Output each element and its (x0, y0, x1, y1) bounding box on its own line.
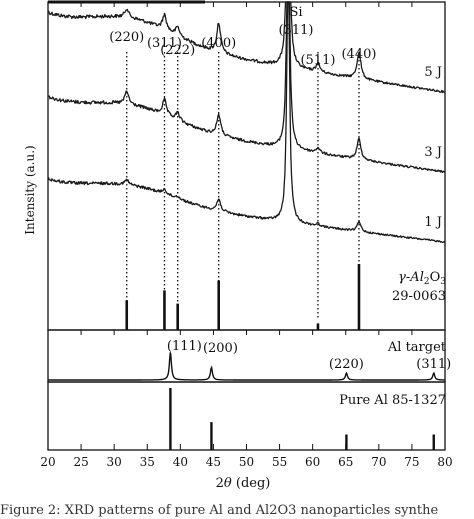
peak-labels: 5 J3 J1 J(220) (311)(222) (400)(511) (440)(… (109, 30, 451, 372)
sample-label: 1 J (424, 215, 442, 230)
si-label-bottom: (311) (279, 23, 314, 38)
x-tick-label: 80 (437, 455, 452, 469)
text-labels: Intensity (a.u.) 2θ (deg) γ-Al2O3 29-006… (23, 5, 447, 491)
x-tick-label: 25 (73, 455, 88, 469)
figure-caption: Figure 2: XRD patterns of pure Al and Al… (0, 503, 439, 518)
main-panel-frame (47, 1, 446, 331)
al-peak-label: (220) (329, 357, 364, 372)
guide-lines (126, 52, 360, 318)
x-tick-label: 40 (173, 455, 188, 469)
peak-label: (511) (300, 53, 335, 68)
peak-label: (222) (160, 43, 195, 58)
x-tick-label: 60 (305, 455, 320, 469)
x-tick-label: 65 (338, 455, 353, 469)
plot-frames (47, 0, 446, 451)
sample-label: 5 J (424, 65, 442, 80)
si-label-top: Si (289, 5, 302, 20)
x-tick-label: 30 (107, 455, 122, 469)
x-tick-label: 35 (140, 455, 155, 469)
x-axis-ticks: 20 25 30 35 40 45 50 55 60 65 70 75 80 (40, 2, 453, 469)
x-tick-label: 20 (40, 455, 55, 469)
sample-curve (47, 1, 446, 174)
al-peak-label: (111) (167, 339, 202, 354)
pure-al-label: Pure Al 85-1327 (339, 393, 446, 408)
al-target-curve (48, 352, 445, 381)
x-tick-label: 70 (371, 455, 386, 469)
sample-curves (47, 1, 446, 381)
al-peak-label: (311) (416, 357, 451, 372)
al-target-panel-frame (47, 329, 446, 383)
al-peak-label: (200) (203, 341, 238, 356)
al-target-label: Al target (387, 340, 447, 355)
sample-label: 3 J (424, 145, 442, 160)
x-tick-label: 50 (239, 455, 254, 469)
gamma-ref-card: 29-0063 (392, 289, 446, 304)
sample-curve (47, 1, 446, 94)
peak-label: (400) (201, 36, 236, 51)
x-tick-label: 75 (404, 455, 419, 469)
gamma-ref-label: γ-Al2O3 (398, 270, 446, 287)
x-axis-label: 2θ (deg) (216, 476, 271, 491)
xrd-figure: 20 25 30 35 40 45 50 55 60 65 70 75 80 Intensity (a.… (23, 0, 453, 491)
y-axis-label: Intensity (a.u.) (23, 145, 37, 234)
peak-label: (220) (109, 30, 144, 45)
sample-curve (47, 1, 446, 244)
x-tick-label: 45 (206, 455, 221, 469)
peak-label: (311) (147, 36, 182, 51)
x-tick-label: 55 (272, 455, 287, 469)
peak-label: (440) (341, 47, 376, 62)
reference-sticks (125, 264, 435, 450)
